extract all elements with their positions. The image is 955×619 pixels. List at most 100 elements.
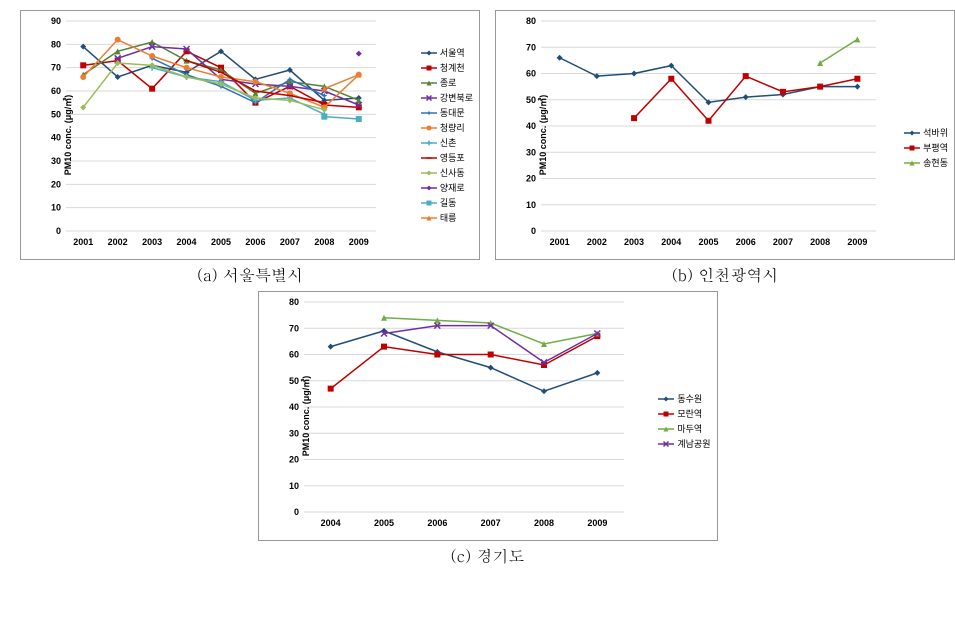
legend-label: 양재로 <box>440 181 465 194</box>
svg-text:0: 0 <box>293 507 298 517</box>
caption-c: (c) 경기도 <box>450 544 524 567</box>
legend-label: 종로 <box>440 76 457 89</box>
svg-text:2005: 2005 <box>373 518 393 528</box>
legend-item: 석바위 <box>904 126 948 139</box>
legend-label: 강변북로 <box>440 91 473 104</box>
svg-text:60: 60 <box>526 69 536 79</box>
svg-text:2005: 2005 <box>211 237 231 247</box>
svg-text:2002: 2002 <box>108 237 128 247</box>
legend-item: 송현동 <box>904 156 948 169</box>
legend-label: 신촌 <box>440 136 457 149</box>
legend-item: 양재로 <box>421 181 473 194</box>
chart-seoul: 0102030405060708090200120022003200420052… <box>20 10 480 286</box>
svg-text:2003: 2003 <box>142 237 162 247</box>
legend-label: 서울역 <box>440 46 465 59</box>
svg-text:0: 0 <box>56 226 61 236</box>
svg-text:30: 30 <box>51 156 61 166</box>
svg-text:20: 20 <box>526 174 536 184</box>
svg-text:40: 40 <box>288 402 298 412</box>
svg-text:2007: 2007 <box>480 518 500 528</box>
legend: 동수원 모란역 마두역 계남공원 <box>658 392 710 450</box>
legend-item: 신사동 <box>421 166 473 179</box>
legend-item: 청량리 <box>421 121 473 134</box>
svg-text:2004: 2004 <box>177 237 197 247</box>
svg-text:10: 10 <box>288 481 298 491</box>
legend-item: 영등포 <box>421 151 473 164</box>
svg-text:2009: 2009 <box>349 237 369 247</box>
svg-text:10: 10 <box>51 203 61 213</box>
legend-label: 부평역 <box>923 141 948 154</box>
svg-text:2006: 2006 <box>245 237 265 247</box>
chart-svg: 0102030405060708020012002200320042005200… <box>496 11 955 261</box>
legend-label: 동대문 <box>440 106 465 119</box>
svg-text:60: 60 <box>51 86 61 96</box>
legend-label: 영등포 <box>440 151 465 164</box>
svg-text:2008: 2008 <box>533 518 553 528</box>
legend-label: 석바위 <box>923 126 948 139</box>
chart-gyeonggi: 0102030405060708020042005200620072008200… <box>258 291 718 567</box>
legend-item: 신촌 <box>421 136 473 149</box>
chart-a-box: 0102030405060708090200120022003200420052… <box>20 10 480 260</box>
legend-label: 송현동 <box>923 156 948 169</box>
svg-text:2001: 2001 <box>550 237 570 247</box>
chart-b-box: 0102030405060708020012002200320042005200… <box>495 10 955 260</box>
svg-text:90: 90 <box>51 16 61 26</box>
legend-label: 청량리 <box>440 121 465 134</box>
legend-item: 강변북로 <box>421 91 473 104</box>
svg-text:20: 20 <box>288 455 298 465</box>
legend-item: 계남공원 <box>658 437 710 450</box>
legend-item: 청계천 <box>421 61 473 74</box>
svg-text:70: 70 <box>51 63 61 73</box>
svg-text:2008: 2008 <box>810 237 830 247</box>
svg-text:2006: 2006 <box>736 237 756 247</box>
legend-label: 모란역 <box>677 407 702 420</box>
svg-text:2001: 2001 <box>73 237 93 247</box>
legend-label: 태릉 <box>440 211 457 224</box>
svg-text:2002: 2002 <box>587 237 607 247</box>
svg-text:2007: 2007 <box>773 237 793 247</box>
legend-label: 청계천 <box>440 61 465 74</box>
y-axis-label: PM10 conc. (μg/㎥) <box>536 95 549 176</box>
svg-text:2009: 2009 <box>587 518 607 528</box>
legend-label: 길동 <box>440 196 457 209</box>
legend-item: 종로 <box>421 76 473 89</box>
legend-item: 모란역 <box>658 407 710 420</box>
svg-text:70: 70 <box>526 42 536 52</box>
svg-text:60: 60 <box>288 350 298 360</box>
legend-item: 태릉 <box>421 211 473 224</box>
svg-text:2004: 2004 <box>661 237 681 247</box>
svg-text:2008: 2008 <box>314 237 334 247</box>
svg-text:50: 50 <box>526 95 536 105</box>
legend-item: 마두역 <box>658 422 710 435</box>
legend-item: 동수원 <box>658 392 710 405</box>
svg-text:70: 70 <box>288 323 298 333</box>
legend-item: 서울역 <box>421 46 473 59</box>
svg-text:10: 10 <box>526 200 536 210</box>
caption-b: (b) 인천광역시 <box>672 263 779 286</box>
legend-item: 동대문 <box>421 106 473 119</box>
svg-text:80: 80 <box>288 297 298 307</box>
svg-text:30: 30 <box>526 147 536 157</box>
legend-label: 마두역 <box>677 422 702 435</box>
legend: 서울역 청계천 종로 강변북로 동대문 청량리 신촌 영등포 신사동 양재로 <box>421 46 473 224</box>
svg-text:2006: 2006 <box>427 518 447 528</box>
chart-incheon: 0102030405060708020012002200320042005200… <box>495 10 955 286</box>
svg-text:2009: 2009 <box>847 237 867 247</box>
svg-text:2007: 2007 <box>280 237 300 247</box>
svg-text:2003: 2003 <box>624 237 644 247</box>
svg-text:20: 20 <box>51 179 61 189</box>
legend: 석바위 부평역 송현동 <box>904 126 948 169</box>
legend-label: 신사동 <box>440 166 465 179</box>
chart-c-box: 0102030405060708020042005200620072008200… <box>258 291 718 541</box>
chart-svg: 0102030405060708020042005200620072008200… <box>259 292 719 542</box>
legend-label: 동수원 <box>677 392 702 405</box>
y-axis-label: PM10 conc. (μg/㎥) <box>61 95 74 176</box>
legend-item: 길동 <box>421 196 473 209</box>
svg-text:30: 30 <box>288 428 298 438</box>
y-axis-label: PM10 conc. (μg/㎥) <box>298 376 311 457</box>
svg-text:40: 40 <box>526 121 536 131</box>
svg-text:2005: 2005 <box>698 237 718 247</box>
svg-text:50: 50 <box>51 109 61 119</box>
legend-label: 계남공원 <box>677 437 710 450</box>
svg-text:80: 80 <box>51 39 61 49</box>
